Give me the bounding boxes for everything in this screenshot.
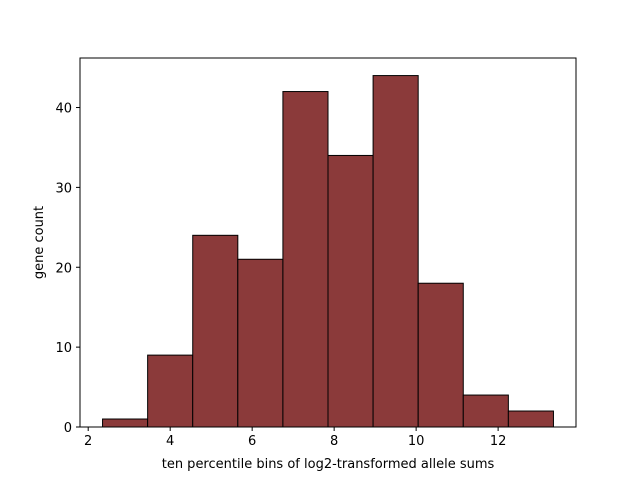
histogram-bar-8 <box>462 394 509 428</box>
histogram-bar-0 <box>102 418 149 428</box>
y-axis-label: gene count <box>32 206 47 279</box>
y-tick-label-2: 20 <box>55 261 72 276</box>
y-tick-label-4: 40 <box>55 102 72 117</box>
x-tick-label-5: 12 <box>490 434 507 449</box>
x-tick-label-3: 8 <box>330 434 338 449</box>
x-tick-label-1: 4 <box>166 434 174 449</box>
y-axis-ticks: 0 10 20 30 40 <box>55 102 80 436</box>
histogram-bar-4 <box>282 91 329 428</box>
bars-group <box>102 75 554 428</box>
histogram-bar-2 <box>192 234 239 428</box>
x-tick-label-0: 2 <box>84 434 92 449</box>
x-axis-ticks: 2 4 6 8 10 12 <box>84 427 506 449</box>
y-tick-label-0: 0 <box>64 421 72 436</box>
histogram-bar-9 <box>507 410 554 428</box>
x-tick-label-4: 10 <box>408 434 425 449</box>
histogram-bar-7 <box>417 282 464 428</box>
histogram-bar-3 <box>237 258 284 428</box>
histogram-bar-6 <box>372 75 419 428</box>
histogram-bar-5 <box>327 154 374 428</box>
histogram-bar-1 <box>147 354 194 428</box>
y-tick-label-1: 10 <box>55 341 72 356</box>
x-axis-label: ten percentile bins of log2-transformed … <box>162 457 495 472</box>
x-tick-label-2: 6 <box>248 434 256 449</box>
y-tick-label-3: 30 <box>55 181 72 196</box>
axes-frame <box>79 57 577 428</box>
